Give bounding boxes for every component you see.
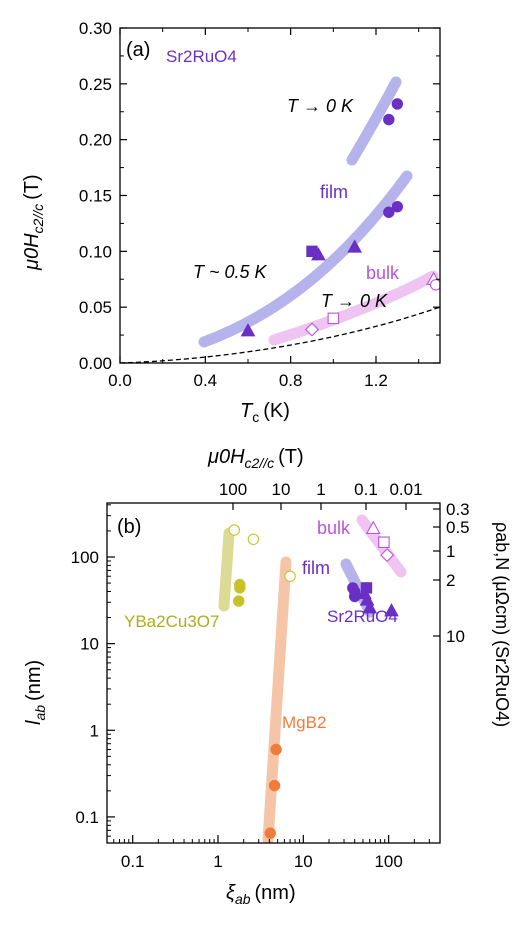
- YBa2Cu3O7-circle-point: [247, 533, 260, 546]
- mgb2-band: [262, 556, 292, 843]
- y-tick-label: 0.30: [79, 19, 112, 38]
- right-tick-label: 1: [446, 542, 455, 561]
- x-tick-label-b: 100: [374, 852, 402, 871]
- right-tick-label: 0.5: [446, 518, 470, 537]
- x-tick-label-b: 10: [294, 852, 313, 871]
- film-square-point: [306, 245, 318, 258]
- annotation-t-to-0k-bulk: T → 0 K: [321, 291, 388, 311]
- film-triangle-point: [347, 239, 363, 253]
- MgB2-circle-point: [264, 827, 276, 839]
- x-axis-label-b: ξab (nm): [226, 882, 296, 907]
- x-axis-label: Tc (K): [240, 400, 290, 425]
- plot-frame-b: [106, 502, 441, 844]
- y-tick-label: 0.00: [79, 354, 112, 373]
- x-tick-label: 0.0: [108, 371, 132, 390]
- film-circle-point: [391, 200, 404, 213]
- bulk-diamond-point: [304, 322, 320, 337]
- film-circle-point: [348, 590, 361, 603]
- MgB2-circle-point: [270, 743, 282, 756]
- film-triangle-point: [384, 603, 399, 617]
- top-tick-label: 0.1: [354, 480, 378, 499]
- top-tick-label: 10: [272, 480, 291, 499]
- material-label: Sr2RuO4: [166, 47, 237, 66]
- panel-label: (a): [126, 39, 150, 61]
- y-tick-label-b: 0.1: [75, 808, 99, 827]
- x-tick-label: 1.2: [364, 371, 388, 390]
- top-axis-label: μ0Hc2//c (T): [207, 446, 304, 471]
- x-tick-label-b: 1: [213, 852, 222, 871]
- y-tick-label: 0.05: [79, 298, 112, 317]
- annotation-t-to-0k-film: T → 0 K: [287, 96, 354, 116]
- film-lower-band: [198, 170, 413, 348]
- reference-dashed-curve: [120, 306, 440, 363]
- bulk-band: [268, 270, 439, 346]
- top-tick-label: 100: [219, 480, 247, 499]
- film-triangle-point: [240, 323, 256, 337]
- YBa2Cu3O7-circle-point: [228, 524, 240, 536]
- YBa2Cu3O7-circle-point: [234, 582, 246, 594]
- film-circle-point: [383, 113, 395, 126]
- right-tick-label: 2: [446, 571, 455, 590]
- top-tick-label: 1: [316, 480, 325, 499]
- top-tick-label: 0.01: [389, 480, 422, 499]
- YBa2Cu3O7-circle-point: [233, 595, 245, 607]
- annotation-film-b: film: [302, 558, 330, 578]
- right-tick-label: 0.3: [446, 500, 470, 519]
- y-tick-label: 0.25: [79, 75, 112, 94]
- panel-a: 0.0 0.4 0.8 1.2 0.00 0.05 0.10 0.15 0.20 0.25 0.30…: [21, 19, 441, 425]
- film-upper-band: [346, 76, 402, 166]
- ybco-band: [218, 527, 235, 612]
- annotation-bulk-b: bulk: [317, 518, 351, 538]
- film-circle-point: [391, 98, 404, 110]
- right-tick-label: 10: [446, 627, 465, 646]
- annotation-bulk: bulk: [366, 263, 400, 283]
- bulk-square-point: [378, 536, 390, 548]
- y-tick-label: 0.10: [79, 242, 112, 261]
- y-tick-label: 0.20: [79, 131, 112, 150]
- annotation-ybco: YBa2Cu3O7: [124, 612, 219, 631]
- y-axis-label: μ0Hc2//c(T): [21, 174, 46, 271]
- film-triangle-point: [362, 600, 378, 614]
- y-tick-label-b: 10: [80, 635, 99, 654]
- bulk-circle-point: [429, 279, 440, 291]
- y-tick-label-b: 100: [71, 548, 99, 567]
- x-tick-label: 0.4: [194, 371, 218, 390]
- YBa2Cu3O7-circle-point: [284, 570, 296, 582]
- x-tick-label-b: 0.1: [121, 852, 145, 871]
- bulk-diamond-point: [380, 548, 395, 563]
- y-tick-label-b: 1: [90, 721, 99, 740]
- annotation-film: film: [320, 182, 348, 202]
- annotation-t-0.5k: T ~ 0.5 K: [193, 262, 268, 282]
- panel-label-b: (b): [117, 516, 141, 538]
- y-tick-label: 0.15: [79, 187, 112, 206]
- y-axis-label-b: lab(nm): [23, 660, 48, 725]
- x-tick-label: 0.8: [279, 371, 303, 390]
- annotation-sr2ruo4-b: Sr2RuO4: [327, 607, 398, 626]
- right-axis-label: ρab,N (μΩcm) (Sr2RuO4): [492, 522, 512, 727]
- annotation-mgb2: MgB2: [282, 713, 326, 732]
- panel-b: 0.1 1 10 100 0.1 1 10 100 100 10 1 0.1 0.01 0.30.5 1 2 1…: [23, 446, 512, 907]
- bulk-triangle-point: [365, 520, 381, 534]
- MgB2-circle-point: [268, 779, 281, 792]
- film-circle-point: [383, 206, 395, 218]
- bulk-square-point: [327, 312, 340, 325]
